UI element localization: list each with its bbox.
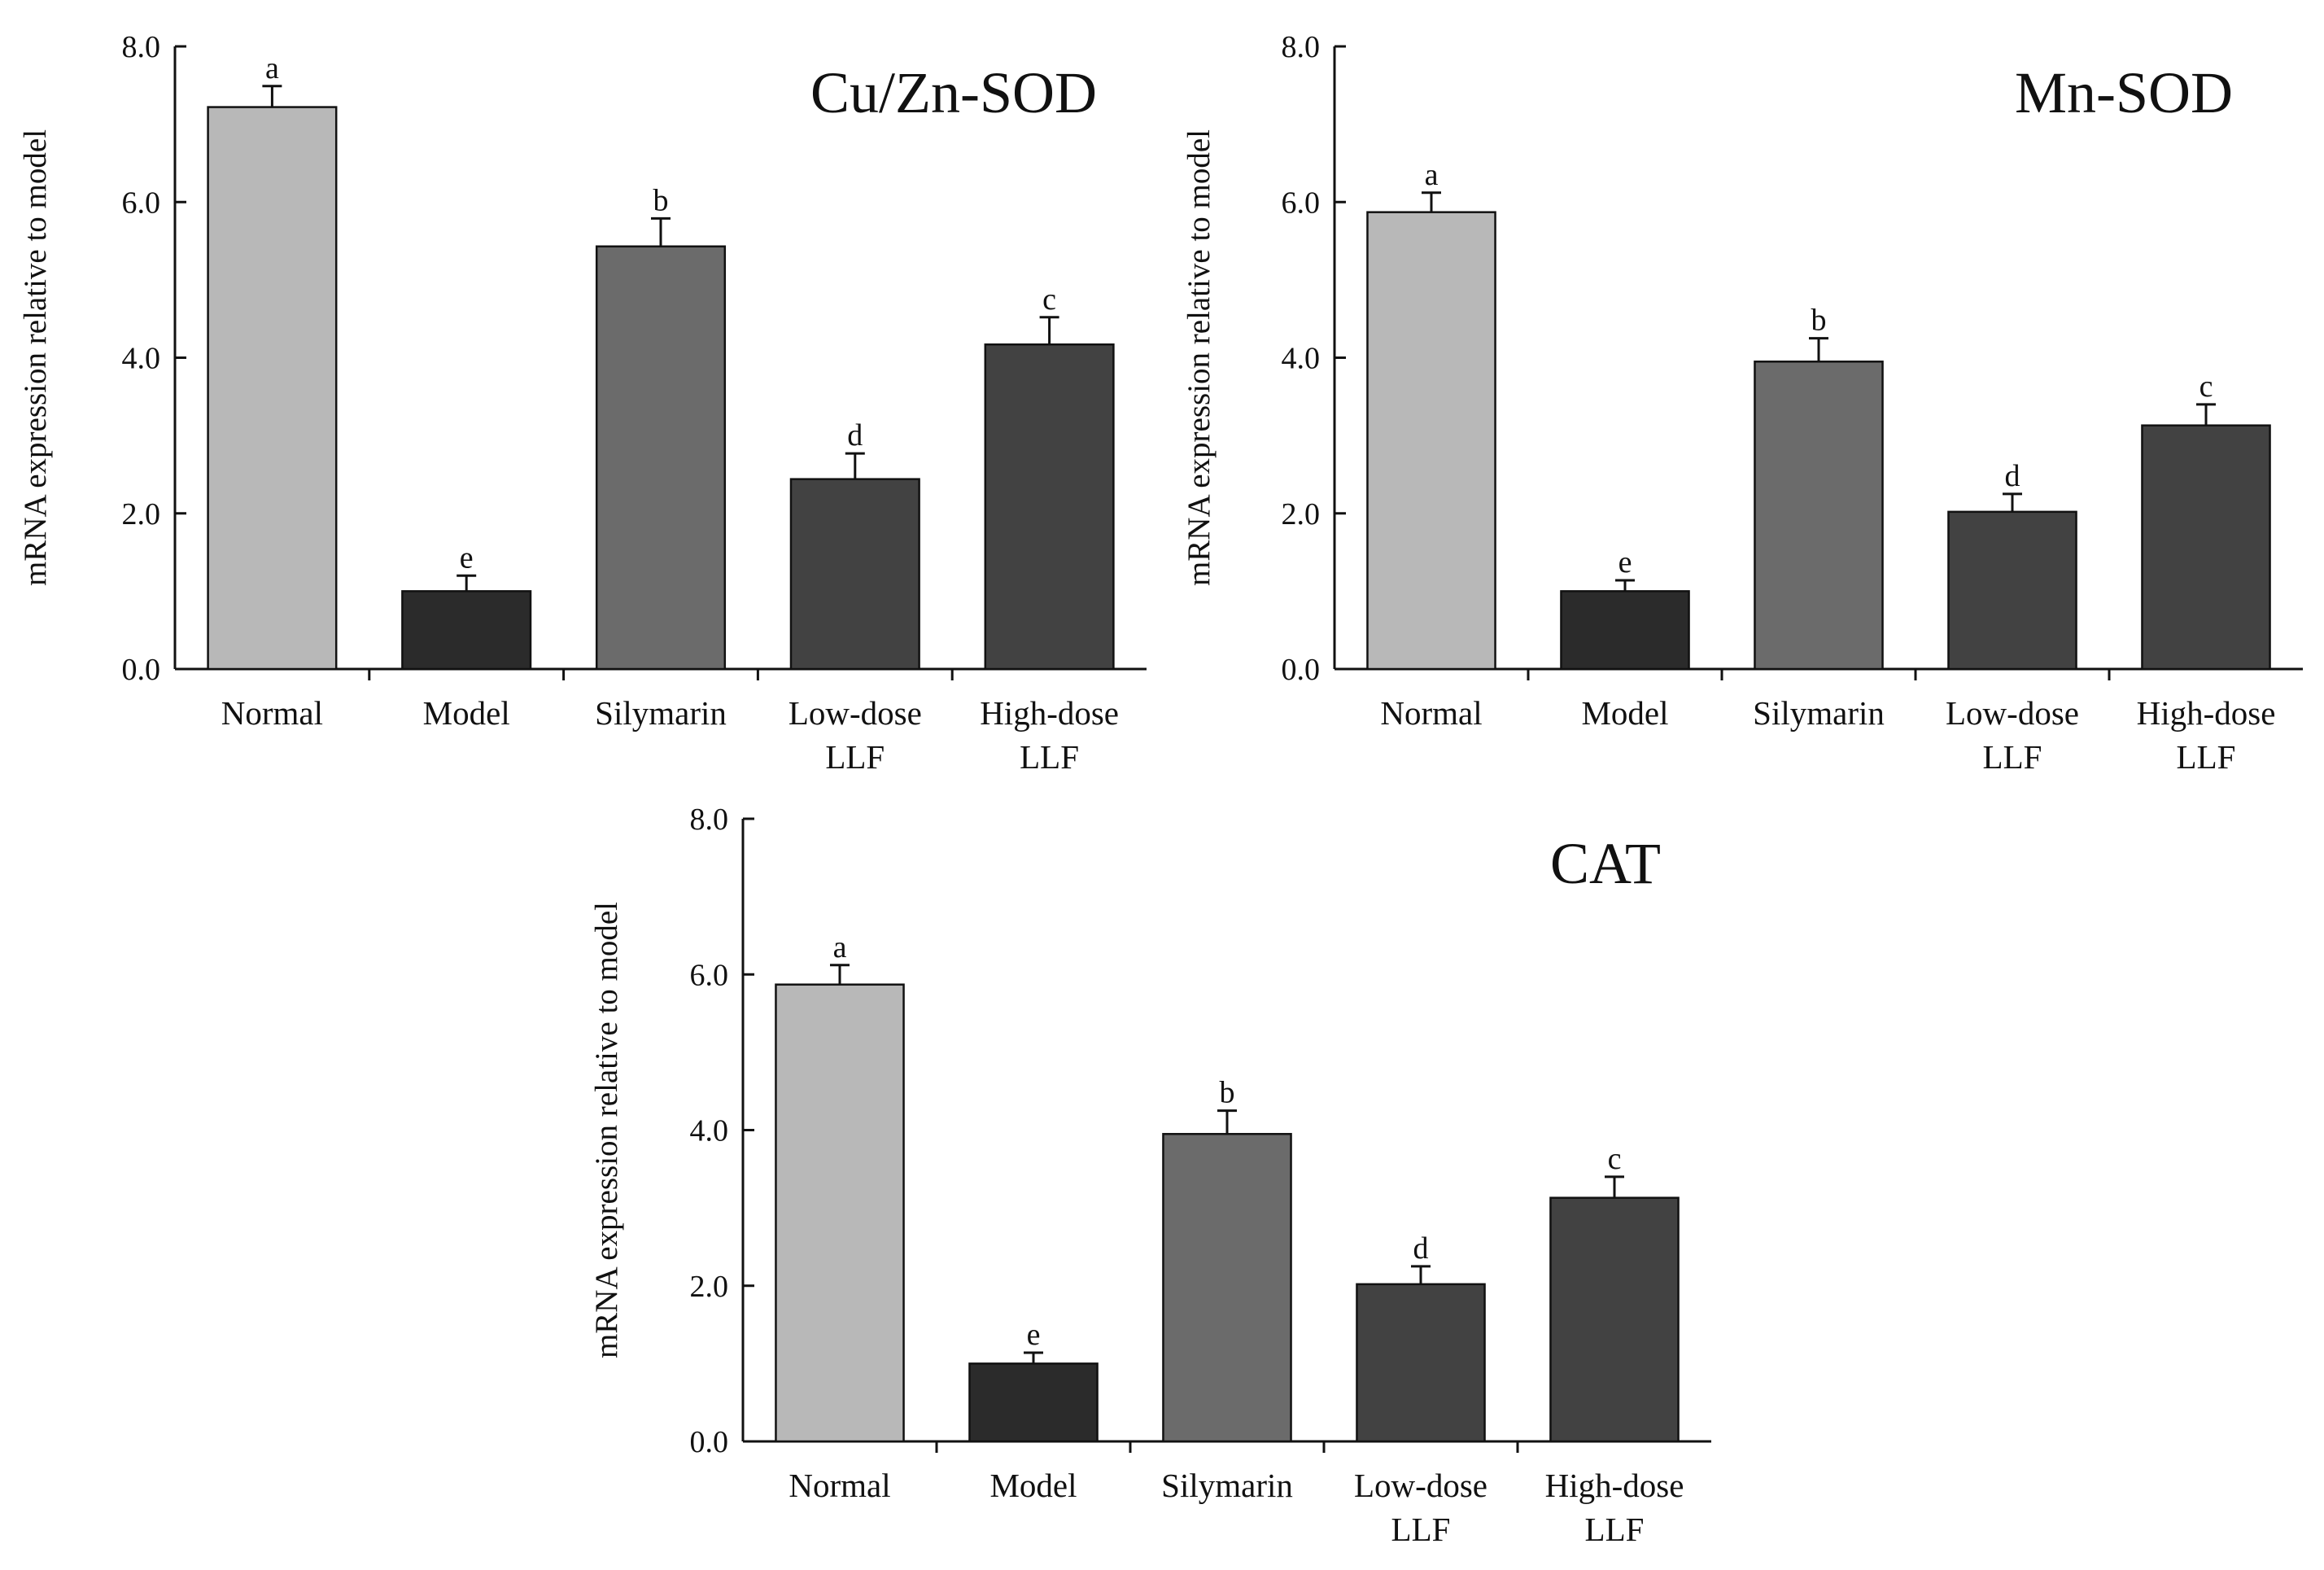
x-tick-label: High-dose [2137,694,2276,732]
y-tick-label: 4.0 [1282,342,1321,376]
y-tick-label: 6.0 [122,186,161,220]
y-tick-label: 8.0 [690,802,729,837]
significance-label: a [1425,158,1439,192]
bar [775,983,905,1443]
y-tick-label: 8.0 [122,30,161,64]
chart-cat: 0.0 2.0 4.0 6.0 8.0 a Normal e Model b Silymarin d L… [589,802,1711,1548]
significance-label: a [833,930,847,964]
bar [968,1362,1099,1443]
x-tick-label: Model [989,1467,1077,1504]
significance-label: e [460,540,474,575]
x-tick-label: LLF [825,738,885,776]
x-tick-label: Low-dose [1354,1467,1487,1504]
bar [401,590,532,671]
y-tick-label: 0.0 [690,1425,729,1459]
y-axis-label: mRNA expression relative to model [1182,129,1217,586]
y-tick-label: 8.0 [1282,30,1321,64]
y-tick-label: 6.0 [1282,186,1321,220]
x-tick-label: Model [1581,694,1668,732]
chart-title: Cu/Zn-SOD [810,60,1097,125]
significance-label: b [1811,304,1827,338]
significance-label: b [653,183,669,217]
significance-label: d [1413,1231,1429,1266]
significance-label: e [1618,545,1632,579]
x-tick-label: Normal [1380,694,1482,732]
significance-label: c [2200,370,2213,404]
bar [1754,361,1884,671]
y-tick-label: 6.0 [690,958,729,992]
significance-label: a [265,51,279,85]
bar [984,343,1115,671]
x-tick-label: Silymarin [595,694,727,732]
y-axis-label: mRNA expression relative to model [589,902,624,1358]
x-tick-label: LLF [1983,738,2042,776]
bar [1560,590,1690,671]
significance-label: b [1220,1076,1235,1110]
x-tick-label: LLF [1020,738,1079,776]
bar [1162,1133,1292,1443]
bar [1366,211,1496,671]
significance-label: d [2005,459,2020,493]
significance-label: d [847,418,863,453]
x-tick-label: High-dose [980,694,1119,732]
x-tick-label: Silymarin [1161,1467,1293,1504]
bar [1947,510,2077,671]
x-tick-label: High-dose [1545,1467,1684,1504]
x-tick-label: LLF [1391,1511,1451,1548]
significance-label: c [1042,282,1056,317]
y-tick-label: 4.0 [122,342,161,376]
bar [207,106,338,671]
chart-cu-zn-sod: 0.0 2.0 4.0 6.0 8.0 a Normal e Model b Silymarin d L… [18,30,1147,776]
bar [1356,1283,1486,1443]
bar [789,478,920,671]
bar [1549,1196,1680,1443]
y-tick-label: 2.0 [690,1270,729,1304]
x-tick-label: LLF [1585,1511,1645,1548]
x-tick-label: Silymarin [1753,694,1885,732]
chart-title: CAT [1550,831,1661,896]
x-tick-label: Normal [221,694,323,732]
y-axis-label: mRNA expression relative to model [18,129,53,586]
x-tick-label: LLF [2177,738,2236,776]
significance-label: e [1027,1318,1041,1352]
y-tick-label: 2.0 [122,497,161,531]
x-tick-label: Low-dose [788,694,922,732]
y-tick-label: 0.0 [122,653,161,687]
chart-title: Mn-SOD [2015,60,2233,125]
y-tick-label: 2.0 [1282,497,1321,531]
x-tick-label: Model [423,694,510,732]
x-tick-label: Normal [788,1467,890,1504]
chart-mn-sod: 0.0 2.0 4.0 6.0 8.0 a Normal e Model b Silymarin d L… [1182,30,2303,776]
y-tick-label: 0.0 [1282,653,1321,687]
bar [2141,424,2271,671]
bar [595,245,727,671]
significance-label: c [1608,1142,1622,1176]
x-tick-label: Low-dose [1946,694,2079,732]
y-tick-label: 4.0 [690,1114,729,1148]
